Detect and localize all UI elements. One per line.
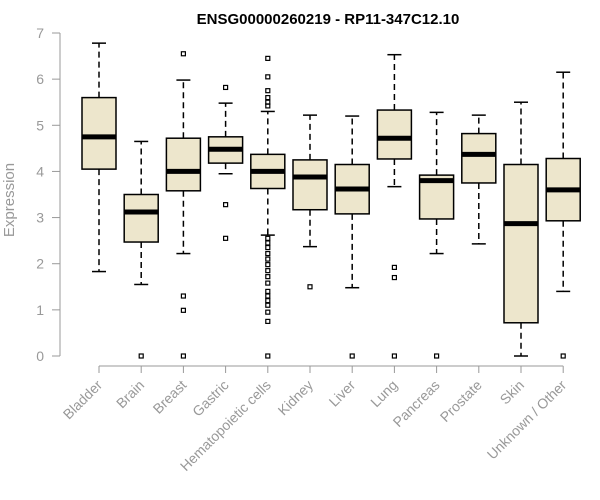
box-bladder	[81, 42, 117, 273]
box-hematopoietic-cells	[250, 55, 286, 359]
outlier-point	[265, 256, 271, 262]
iqr-box	[503, 163, 539, 324]
outlier-point	[265, 55, 271, 61]
box-brain	[123, 140, 159, 359]
outlier-point	[349, 353, 355, 359]
outlier-point	[180, 293, 186, 299]
y-axis-label: Expression	[1, 163, 18, 237]
outlier-point	[265, 88, 271, 94]
iqr-box	[81, 96, 117, 170]
outlier-point	[265, 99, 271, 105]
box-unknown-other	[545, 71, 581, 359]
outlier-point	[265, 302, 271, 308]
y-tick-label-4: 4	[36, 163, 44, 179]
outlier-point	[265, 309, 271, 315]
x-tick-label-lung: Lung	[367, 377, 400, 410]
y-tick-label-1: 1	[36, 302, 44, 318]
outlier-point	[265, 244, 271, 251]
y-tick-label-5: 5	[36, 117, 44, 133]
outlier-point	[180, 353, 186, 359]
x-tick-label-breast: Breast	[150, 377, 190, 417]
y-tick-label-6: 6	[36, 71, 44, 87]
x-tick-label-liver: Liver	[326, 377, 359, 410]
outlier-point	[560, 353, 566, 359]
outlier-point	[138, 353, 144, 359]
box-kidney	[292, 114, 328, 290]
box-liver	[334, 115, 370, 359]
box-skin	[503, 101, 539, 357]
outlier-point	[180, 307, 186, 313]
outlier-point	[223, 84, 229, 91]
outlier-point	[265, 298, 271, 304]
outlier-point	[391, 264, 397, 271]
y-tick-label-7: 7	[36, 25, 44, 41]
chart-title: ENSG00000260219 - RP11-347C12.10	[197, 11, 460, 28]
iqr-box	[292, 159, 328, 211]
box-pancreas	[418, 111, 455, 359]
x-tick-label-brain: Brain	[113, 377, 147, 411]
box-gastric	[207, 84, 244, 241]
outlier-point	[265, 274, 271, 280]
outlier-point	[265, 280, 271, 286]
outlier-point	[223, 235, 229, 241]
outlier-point	[265, 293, 271, 299]
x-tick-label-pancreas: Pancreas	[390, 377, 443, 430]
x-tick-label-skin: Skin	[497, 377, 528, 408]
outlier-point	[265, 268, 271, 274]
outlier-point	[265, 250, 271, 257]
iqr-box	[165, 137, 202, 192]
x-tick-label-unknown-other: Unknown / Other	[484, 377, 570, 463]
iqr-box	[376, 109, 413, 160]
iqr-box	[461, 132, 497, 184]
iqr-box	[123, 193, 159, 243]
outlier-point	[391, 353, 397, 359]
box-lung	[376, 53, 413, 359]
outlier-point	[180, 51, 186, 57]
outlier-point	[265, 235, 271, 241]
boxes-group	[81, 42, 581, 359]
y-tick-label-3: 3	[36, 210, 44, 226]
outlier-point	[265, 240, 271, 246]
outlier-point	[265, 353, 271, 359]
outlier-point	[265, 94, 271, 101]
outlier-point	[265, 262, 271, 268]
x-tick-label-bladder: Bladder	[60, 377, 106, 423]
y-tick-label-2: 2	[36, 256, 44, 272]
outlier-point	[265, 288, 271, 294]
outlier-point	[265, 74, 271, 80]
outlier-point	[307, 284, 313, 290]
outlier-point	[265, 318, 271, 324]
y-axis: 0 1 2 3 4 5 6 7	[36, 25, 61, 364]
outlier-point	[391, 274, 397, 281]
outlier-point	[434, 353, 440, 359]
y-tick-label-0: 0	[36, 348, 44, 364]
box-breast	[165, 51, 202, 359]
outlier-point	[223, 202, 229, 208]
x-tick-label-kidney: Kidney	[275, 377, 317, 419]
box-prostate	[461, 114, 497, 245]
x-tick-label-prostate: Prostate	[437, 377, 485, 425]
